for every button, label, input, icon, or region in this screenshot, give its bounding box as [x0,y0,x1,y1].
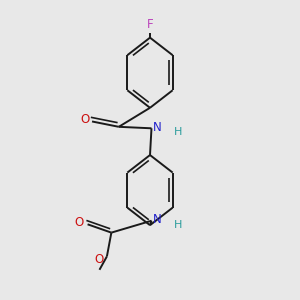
Text: H: H [174,220,182,230]
Text: O: O [80,113,89,127]
Text: F: F [147,18,153,31]
Text: N: N [152,121,161,134]
Text: N: N [152,213,161,226]
Text: O: O [75,216,84,229]
Text: H: H [174,128,182,137]
Text: O: O [94,253,103,266]
